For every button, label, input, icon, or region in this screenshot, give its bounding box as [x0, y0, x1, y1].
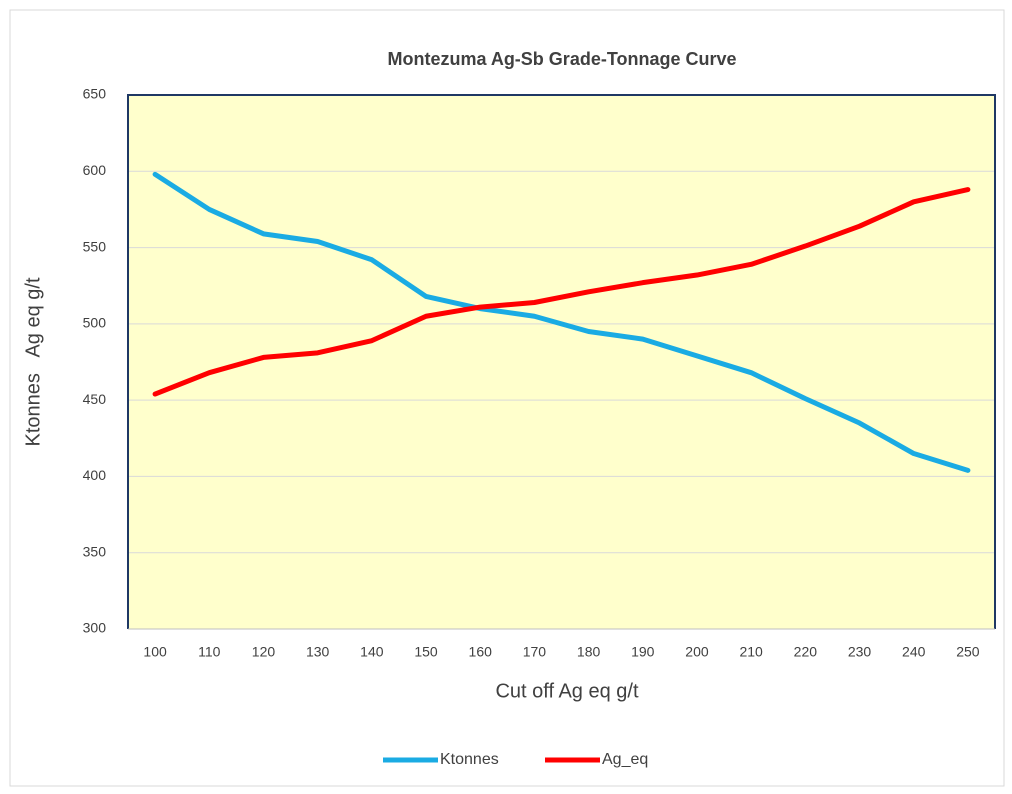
- y-tick-label: 400: [83, 467, 107, 483]
- y-axis-label: Ktonnes Ag eq g/t: [22, 277, 44, 446]
- x-tick-label: 210: [739, 644, 763, 660]
- x-tick-label: 160: [469, 644, 493, 660]
- x-axis-label: Cut off Ag eq g/t: [495, 680, 639, 702]
- x-tick-label: 230: [848, 644, 872, 660]
- x-tick-label: 180: [577, 644, 601, 660]
- x-tick-label: 150: [414, 644, 438, 660]
- line-series: [152, 171, 971, 473]
- y-tick-label: 650: [83, 86, 107, 102]
- y-tick-label: 500: [83, 315, 107, 331]
- plot-area: [128, 95, 995, 629]
- x-tick-label: 170: [523, 644, 547, 660]
- x-tick-label: 130: [306, 644, 330, 660]
- x-tick-label: 120: [252, 644, 276, 660]
- x-tick-label: 220: [794, 644, 818, 660]
- x-tick-label: 100: [143, 644, 167, 660]
- x-tick-label: 190: [631, 644, 655, 660]
- y-tick-label: 600: [83, 162, 107, 178]
- x-tick-label: 200: [685, 644, 709, 660]
- x-tick-label: 110: [198, 644, 221, 660]
- legend-text: Ktonnes: [440, 751, 499, 768]
- chart-title: Montezuma Ag-Sb Grade-Tonnage Curve: [387, 49, 736, 69]
- y-tick-label: 450: [83, 391, 107, 407]
- y-tick-label: 350: [83, 543, 107, 559]
- plot-border: [127, 94, 996, 629]
- line-series: [152, 187, 971, 397]
- x-tick-label: 140: [360, 644, 384, 660]
- x-tick-label: 240: [902, 644, 926, 660]
- y-tick-label: 550: [83, 238, 107, 254]
- y-tick-label: 300: [83, 620, 107, 636]
- x-tick-label: 250: [956, 644, 980, 660]
- legend-text: Ag_eq: [602, 751, 648, 768]
